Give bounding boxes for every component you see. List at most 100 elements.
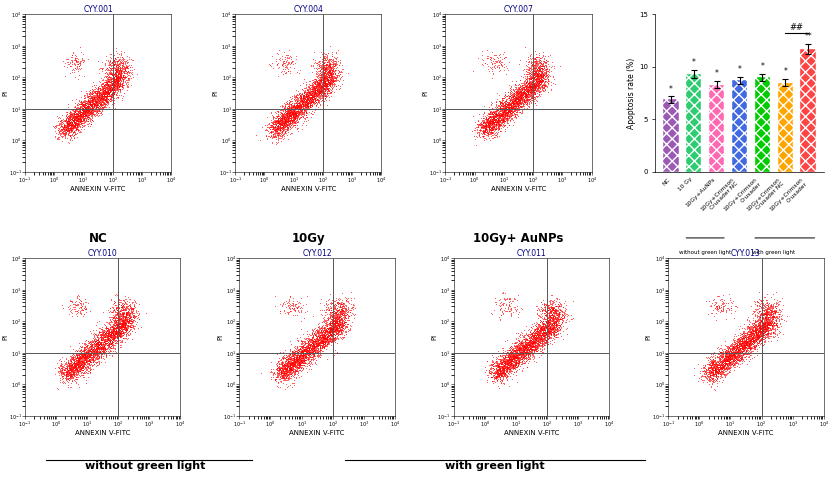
Point xyxy=(309,81,322,88)
Point xyxy=(536,326,549,334)
Point xyxy=(321,328,334,336)
Point xyxy=(339,315,352,322)
Point xyxy=(76,351,89,358)
Point xyxy=(60,119,73,126)
Point xyxy=(522,85,535,93)
Point xyxy=(735,349,748,357)
Point xyxy=(537,78,551,86)
Point xyxy=(704,359,717,367)
Point xyxy=(521,339,534,347)
Point xyxy=(62,360,76,368)
Point xyxy=(87,350,100,358)
Point xyxy=(513,95,526,103)
Point xyxy=(714,348,727,356)
Point xyxy=(508,348,522,356)
Point xyxy=(547,315,560,323)
Point xyxy=(522,340,535,348)
Point xyxy=(274,369,287,376)
Point xyxy=(285,373,298,380)
Point xyxy=(494,98,508,106)
Point xyxy=(508,353,522,361)
Point xyxy=(116,81,129,88)
Point xyxy=(285,118,298,125)
Point xyxy=(549,323,562,331)
Point xyxy=(112,328,126,336)
Point xyxy=(517,87,530,95)
Point xyxy=(62,100,75,108)
Point xyxy=(77,114,91,121)
Point xyxy=(277,112,290,120)
Point xyxy=(716,351,729,358)
Point xyxy=(742,323,755,331)
Point xyxy=(301,94,314,101)
Point xyxy=(116,312,130,319)
Point xyxy=(284,60,297,68)
Point xyxy=(59,125,72,133)
Point xyxy=(500,359,513,367)
Point xyxy=(68,359,82,367)
Point xyxy=(334,69,347,76)
Point xyxy=(89,347,102,355)
Point xyxy=(271,364,285,371)
Point xyxy=(299,351,312,358)
Point xyxy=(323,61,336,69)
Point xyxy=(530,83,543,90)
Point xyxy=(106,78,120,86)
Point xyxy=(285,370,298,378)
Point xyxy=(86,98,99,105)
Point xyxy=(498,360,512,368)
Point xyxy=(330,326,344,334)
Point xyxy=(285,117,299,124)
Point xyxy=(328,327,341,335)
Point xyxy=(493,365,507,372)
Point xyxy=(99,83,112,90)
Point xyxy=(505,99,518,107)
Point xyxy=(719,364,732,372)
Point xyxy=(74,354,87,361)
Point xyxy=(308,342,321,349)
Point xyxy=(104,331,117,338)
Point xyxy=(549,326,562,334)
Point xyxy=(86,113,99,120)
Point xyxy=(755,317,768,325)
Point xyxy=(760,322,774,330)
Point xyxy=(485,119,498,127)
Point xyxy=(549,322,562,329)
Point xyxy=(76,362,89,369)
Point xyxy=(64,367,77,375)
Point xyxy=(285,349,299,357)
Point xyxy=(55,369,68,377)
Point xyxy=(265,127,279,135)
Point xyxy=(745,326,759,334)
Point xyxy=(114,65,127,73)
Point xyxy=(508,358,521,366)
Point xyxy=(94,107,107,115)
Point xyxy=(111,78,125,86)
Point xyxy=(522,82,535,89)
Point xyxy=(518,354,532,362)
Point xyxy=(97,80,110,88)
Point xyxy=(119,312,132,319)
Point xyxy=(327,319,340,327)
Point xyxy=(279,120,292,128)
Point xyxy=(505,346,518,353)
Point xyxy=(314,334,328,341)
Point xyxy=(748,337,761,345)
Point xyxy=(735,340,749,348)
Point xyxy=(287,358,300,366)
Point xyxy=(503,346,516,353)
Point xyxy=(106,341,120,349)
Point xyxy=(760,311,773,318)
Point xyxy=(111,57,125,65)
Point xyxy=(523,82,537,90)
Point xyxy=(117,310,131,317)
Point xyxy=(485,357,498,365)
Point xyxy=(748,327,761,335)
Point xyxy=(737,333,750,340)
Point xyxy=(305,92,319,99)
Point xyxy=(70,361,83,369)
Point xyxy=(93,345,106,352)
Point xyxy=(537,76,550,84)
Point xyxy=(294,294,307,302)
Point xyxy=(295,348,308,356)
